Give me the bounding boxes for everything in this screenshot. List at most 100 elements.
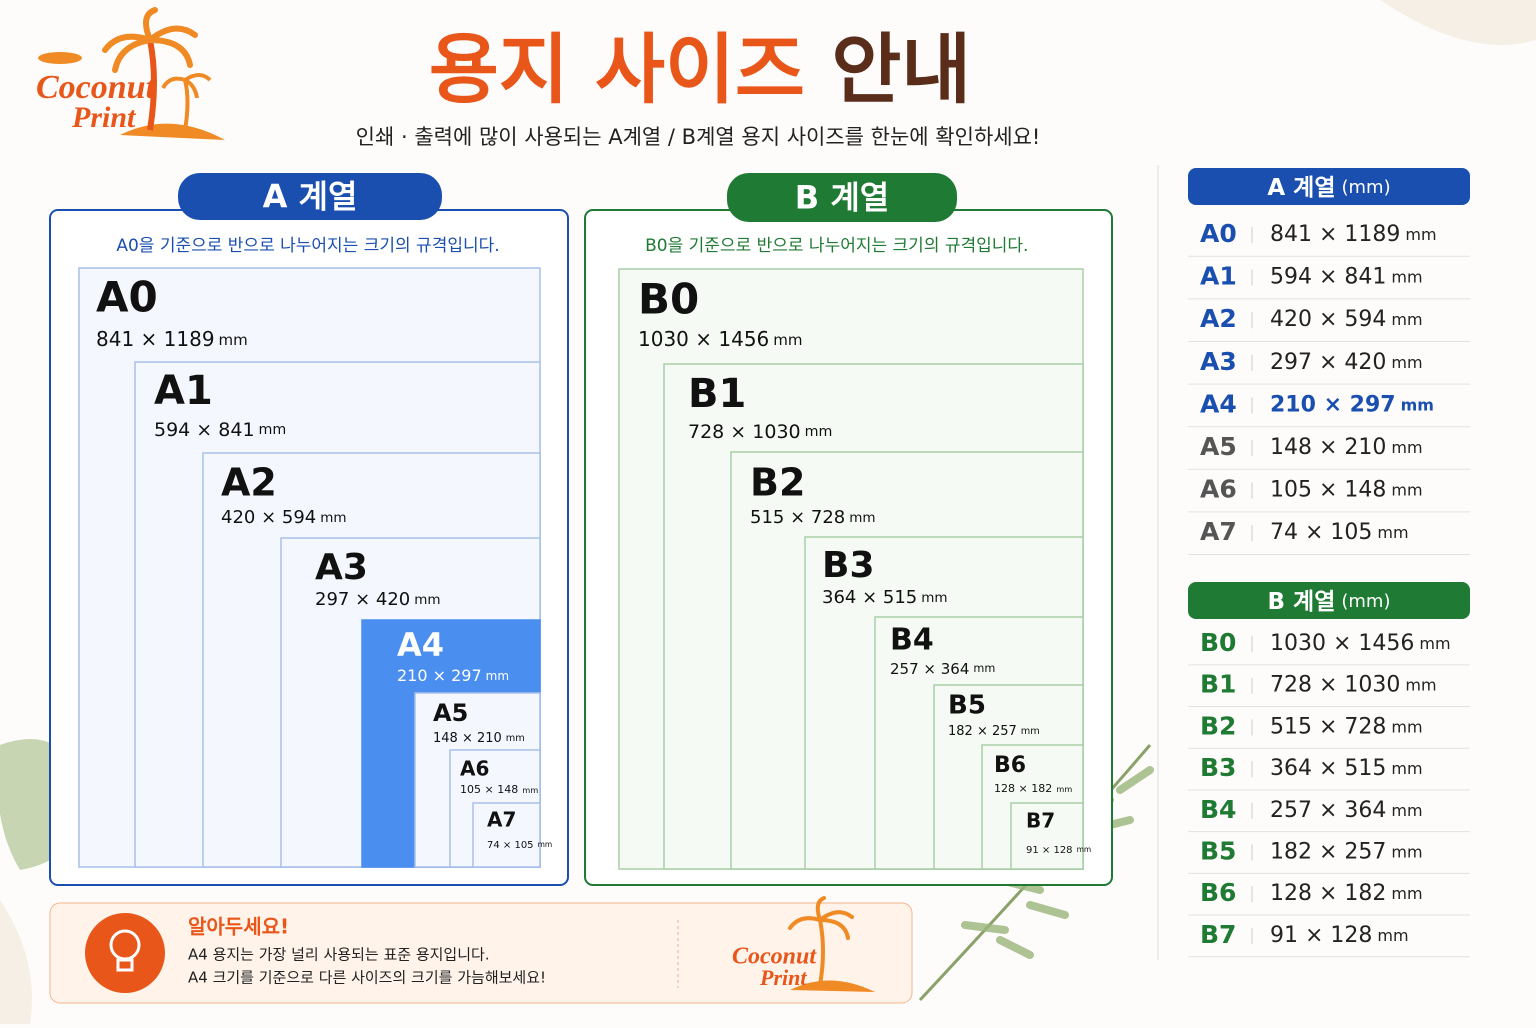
paper-size: 515 × 728 mm <box>750 507 876 528</box>
paper-dims: 148 × 210 <box>433 731 502 746</box>
paper-name: B2 <box>750 461 805 505</box>
paper-unit: mm <box>805 424 833 440</box>
paper-dims: 91 × 128 <box>1026 845 1073 856</box>
row-dims: 364 × 515 <box>1270 756 1386 781</box>
tip-line: A4 용지는 가장 널리 사용되는 표준 용지입니다. <box>188 946 490 964</box>
paper-unit: mm <box>538 840 553 849</box>
paper-dims: 297 × 420 <box>315 589 410 610</box>
row-name: B7 <box>1200 920 1236 949</box>
row-unit: mm <box>1405 675 1436 694</box>
tab-label: B 계열 <box>795 179 889 217</box>
paper-name: A6 <box>460 757 489 781</box>
paper-size: 182 × 257 mm <box>948 724 1040 739</box>
row-dims: 91 × 128 <box>1270 923 1372 948</box>
paper-dims: 182 × 257 <box>948 724 1017 739</box>
paper-unit: mm <box>849 510 875 526</box>
row-dims: 420 × 594 <box>1270 307 1386 332</box>
row-unit: mm <box>1391 842 1422 861</box>
table-heading: B 계열 (mm) <box>1268 589 1391 615</box>
paper-dims: 420 × 594 <box>221 507 316 528</box>
paper-dims: 105 × 148 <box>460 783 518 796</box>
paper-name: B6 <box>994 753 1026 778</box>
paper-name: A1 <box>154 368 213 414</box>
row-name: B5 <box>1200 837 1236 866</box>
row-dims: 182 × 257 <box>1270 840 1386 865</box>
row-unit: mm <box>1391 438 1422 457</box>
row-dims: 515 × 728 <box>1270 714 1386 739</box>
row-name: A4 <box>1200 389 1237 418</box>
paper-dims: 364 × 515 <box>822 587 917 608</box>
paper-size: 1030 × 1456 mm <box>638 327 803 351</box>
row-name: B4 <box>1200 795 1236 824</box>
row-unit: mm <box>1391 480 1422 499</box>
row-dims: 297 × 420 <box>1270 350 1386 375</box>
panel-description: B0을 기준으로 반으로 나누어지는 크기의 규격입니다. <box>645 236 1028 256</box>
tab <box>727 173 957 222</box>
row-dims: 128 × 182 <box>1270 881 1386 906</box>
title-part: 안내 <box>831 25 971 114</box>
row-size: 1030 × 1456 mm <box>1270 631 1451 656</box>
tip-box: 알아두세요! A4 용지는 가장 널리 사용되는 표준 용지입니다. A4 크기… <box>49 896 913 1004</box>
tip-title: 알아두세요! <box>188 915 289 939</box>
paper-unit: mm <box>973 662 995 675</box>
paper-name: B1 <box>688 371 746 417</box>
paper-unit: mm <box>522 785 538 795</box>
paper-name: A3 <box>315 547 368 588</box>
row-size: 420 × 594 mm <box>1270 307 1423 332</box>
logo-text: Coconut <box>36 69 157 106</box>
table-heading-unit: (mm) <box>1342 177 1391 198</box>
row-dims: 257 × 364 <box>1270 798 1386 823</box>
row-name: A3 <box>1200 347 1237 376</box>
paper-unit: mm <box>506 733 525 744</box>
paper-dims: 594 × 841 <box>154 419 255 441</box>
row-name: B6 <box>1200 878 1236 907</box>
logo-text: Coconut <box>732 944 817 970</box>
row-unit: mm <box>1391 717 1422 736</box>
paper-unit: mm <box>414 592 440 608</box>
paper-dims: 210 × 297 <box>397 666 482 685</box>
row-dims: 841 × 1189 <box>1270 222 1400 247</box>
paper-size: 420 × 594 mm <box>221 507 347 528</box>
paper-size: 105 × 148 mm <box>460 783 538 796</box>
row-unit: mm <box>1377 925 1408 944</box>
paper-name: B4 <box>890 623 934 658</box>
row-size: 728 × 1030 mm <box>1270 673 1437 698</box>
paper-size: 128 × 182 mm <box>994 782 1072 795</box>
paper-dims: 515 × 728 <box>750 507 845 528</box>
logo-text: Print <box>759 965 807 990</box>
row-unit: mm <box>1391 884 1422 903</box>
row-unit: mm <box>1391 759 1422 778</box>
row-size: 257 × 364 mm <box>1270 798 1423 823</box>
title-part: 용지 사이즈 <box>429 25 805 114</box>
paper-unit: mm <box>486 669 509 683</box>
table-heading-text: B 계열 <box>1268 589 1336 615</box>
row-name: B1 <box>1200 670 1236 699</box>
row-unit: mm <box>1377 523 1408 542</box>
table-heading-text: A 계열 <box>1267 175 1335 201</box>
paper-dims: 257 × 364 <box>890 660 969 678</box>
row-unit: mm <box>1391 352 1422 371</box>
tab-label: A 계열 <box>263 178 358 216</box>
paper-unit: mm <box>259 422 287 438</box>
paper-unit: mm <box>320 510 346 526</box>
logo-text: Print <box>71 101 137 134</box>
row-unit: mm <box>1405 225 1436 244</box>
row-size: 297 × 420 mm <box>1270 350 1423 375</box>
row-size: 128 × 182 mm <box>1270 881 1423 906</box>
paper-name: A0 <box>96 273 158 322</box>
row-dims: 105 × 148 <box>1270 478 1386 503</box>
row-name: A5 <box>1200 432 1237 461</box>
row-size: 210 × 297 mm <box>1270 392 1434 417</box>
paper-unit: mm <box>921 590 947 606</box>
row-name: B2 <box>1200 711 1236 740</box>
paper-size: 728 × 1030 mm <box>688 421 832 443</box>
row-unit: mm <box>1391 310 1422 329</box>
paper-size: 148 × 210 mm <box>433 731 525 746</box>
row-name: A2 <box>1200 304 1237 333</box>
row-size: 74 × 105 mm <box>1270 520 1409 545</box>
paper-unit: mm <box>1021 726 1040 737</box>
row-size: 182 × 257 mm <box>1270 840 1423 865</box>
paper-size: 74 × 105 mm <box>487 840 552 851</box>
row-name: A1 <box>1200 262 1237 291</box>
